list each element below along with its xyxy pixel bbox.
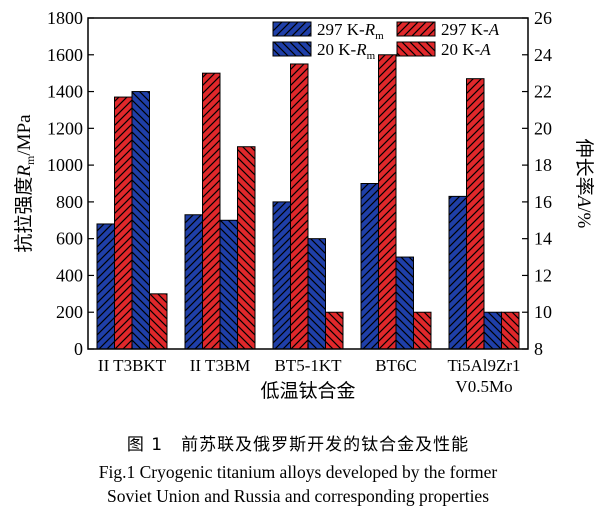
legend-swatch-hatch [396, 21, 436, 37]
bar-hatch [202, 72, 221, 350]
legend-swatch-hatch [272, 41, 312, 57]
y-right-tick-label: 8 [534, 339, 543, 359]
y-left-tick-label: 200 [56, 302, 83, 322]
bar-297k-rm-3 [272, 201, 291, 350]
bar-hatch [114, 96, 133, 350]
bar-hatch [184, 214, 203, 350]
y-left-tick-label: 1800 [47, 8, 83, 28]
legend-item-4: 20 K-A [396, 40, 491, 59]
y-axis-left-label: 抗拉强度Rm/MPa [13, 114, 37, 253]
y-left-tick-label: 400 [56, 265, 83, 285]
bar-hatch [219, 219, 238, 350]
legend-label: 20 K-A [441, 40, 491, 59]
legend-label: 297 K-Rm [317, 20, 384, 42]
figure-caption-english-line2: Soviet Union and Russia and correspondin… [106, 486, 490, 506]
bar-hatch [96, 223, 115, 350]
bar-297k-rm-2 [184, 214, 203, 350]
bar-297k-a-1 [114, 96, 133, 350]
bar-hatch [307, 238, 326, 350]
bar-hatch [448, 195, 467, 350]
bar-297k-a-2 [202, 72, 221, 350]
x-tick-label: BT5-1KT [274, 356, 342, 375]
legend-label: 20 K-Rm [317, 40, 376, 62]
bar-chart: 0 200 400 600 800 1000 1200 1400 1600 1800 8 10 12 14… [13, 8, 595, 402]
bar-297k-rm-4 [360, 183, 379, 350]
legend-swatch-hatch [396, 41, 436, 57]
bar-hatch [149, 293, 168, 350]
legend: 297 K-Rm 297 K-A 20 K-Rm 20 K-A [272, 20, 500, 62]
bar-hatch [466, 78, 485, 350]
y-axis-right-label: 伸长率A/% [573, 139, 595, 229]
bar-hatch [483, 311, 502, 350]
x-axis-label: 低温钛合金 [260, 380, 355, 402]
legend-item-3: 20 K-Rm [272, 40, 376, 62]
x-tick-label: Ti5Al9Zr1 V0.5Mo [447, 356, 520, 396]
legend-label: 297 K-A [441, 20, 500, 39]
y-right-tick-label: 20 [534, 118, 552, 138]
bar-297k-rm-1 [96, 223, 115, 350]
bar-20k-rm-4 [395, 256, 414, 350]
bar-hatch [413, 311, 432, 350]
y-left-tick-label: 1400 [47, 82, 83, 102]
bar-297k-a-3 [290, 63, 309, 350]
bar-297k-rm-5 [448, 195, 467, 350]
y-right-tick-label: 24 [534, 45, 552, 65]
y-right-tick-label: 26 [534, 8, 552, 28]
bar-20k-rm-3 [307, 238, 326, 350]
bars-group [96, 54, 520, 350]
y-right-tick-label: 14 [534, 229, 552, 249]
figure-caption-chinese: 图 1 前苏联及俄罗斯开发的钛合金及性能 [126, 435, 470, 455]
y-right-tick-label: 22 [534, 82, 552, 102]
bar-20k-rm-2 [219, 219, 238, 350]
y-right-tick-label: 12 [534, 265, 552, 285]
bar-20k-a-4 [413, 311, 432, 350]
bar-297k-a-5 [466, 78, 485, 350]
x-tick-label: II T3BKT [98, 356, 167, 375]
bar-20k-a-2 [237, 146, 256, 350]
bar-20k-rm-1 [131, 91, 150, 350]
bar-hatch [501, 311, 520, 350]
x-tick-label: BT6C [375, 356, 417, 375]
y-left-tick-label: 1200 [47, 118, 83, 138]
figure-caption-english-line1: Fig.1 Cryogenic titanium alloys develope… [98, 462, 498, 482]
bar-hatch [395, 256, 414, 350]
y-left-tick-label: 0 [74, 339, 83, 359]
y-right-tick-label: 10 [534, 302, 552, 322]
bar-hatch [378, 54, 397, 350]
bar-hatch [272, 201, 291, 350]
y-left-tick-label: 1600 [47, 45, 83, 65]
y-left-tick-label: 600 [56, 229, 83, 249]
bar-hatch [360, 183, 379, 350]
bar-20k-a-1 [149, 293, 168, 350]
bar-20k-a-5 [501, 311, 520, 350]
bar-hatch [237, 146, 256, 350]
bar-hatch [325, 311, 344, 350]
legend-swatch-hatch [272, 21, 312, 37]
axes-group: 0 200 400 600 800 1000 1200 1400 1600 1800 8 10 12 14… [47, 8, 552, 396]
y-right-tick-label: 18 [534, 155, 552, 175]
x-tick-label: II T3BM [190, 356, 251, 375]
y-left-tick-label: 1000 [47, 155, 83, 175]
y-right-tick-label: 16 [534, 192, 552, 212]
bar-297k-a-4 [378, 54, 397, 350]
bar-20k-a-3 [325, 311, 344, 350]
bar-20k-rm-5 [483, 311, 502, 350]
legend-item-2: 297 K-A [396, 20, 500, 39]
bar-hatch [290, 63, 309, 350]
legend-item-1: 297 K-Rm [272, 20, 384, 42]
bar-hatch [131, 91, 150, 350]
y-left-tick-label: 800 [56, 192, 83, 212]
